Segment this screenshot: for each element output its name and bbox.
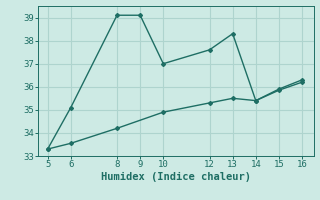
X-axis label: Humidex (Indice chaleur): Humidex (Indice chaleur): [101, 172, 251, 182]
